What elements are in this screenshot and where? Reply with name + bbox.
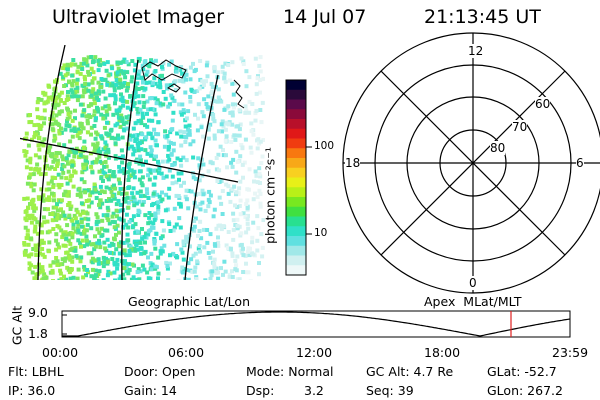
colorbar: [285, 79, 312, 276]
colorbar-cell: [286, 119, 306, 130]
colorbar-cell: [286, 177, 306, 188]
coastline: [167, 83, 181, 93]
status-mode: Mode: Normal: [246, 364, 334, 379]
date-label: 14 Jul 07: [283, 6, 367, 28]
status-door: Door: Open: [124, 364, 196, 379]
colorbar-cell: [286, 167, 306, 179]
time-label: 21:13:45 UT: [424, 6, 541, 28]
colorbar-cell: [286, 265, 306, 276]
status-gain: Gain: 14: [124, 383, 177, 398]
mlt-label-0: 0: [469, 276, 477, 290]
colorbar-cell: [286, 89, 306, 101]
colorbar-cell: [286, 138, 306, 149]
colorbar-cell: [286, 99, 306, 110]
longitude-line: [121, 59, 139, 280]
longitude-line: [184, 74, 219, 280]
colorbar-cell: [286, 109, 306, 120]
mlt-label-12: 12: [467, 44, 485, 58]
colorbar-cell: [286, 158, 306, 169]
status-seq: Seq: 39: [366, 383, 414, 398]
auroral-image: [20, 45, 265, 280]
status-filter: Flt: LBHL: [8, 364, 64, 379]
coastline: [141, 59, 187, 81]
status-glon: GLon: 267.2: [487, 383, 563, 398]
lat-label-80: 80: [490, 141, 506, 155]
status-dsp-value: 3.2: [304, 383, 324, 398]
timeline-plot: [61, 310, 571, 338]
colorbar-cell: [286, 187, 306, 198]
status-gc-alt: GC Alt: 4.7 Re: [366, 364, 454, 379]
lat-label-70: 70: [512, 120, 528, 134]
auroral-emission-pixels: [22, 55, 265, 280]
instrument-title: Ultraviolet Imager: [52, 6, 225, 28]
timeline-x-tick: 23:59: [552, 345, 589, 360]
mlt-label-6: 6: [576, 156, 584, 170]
colorbar-cell: [286, 255, 306, 266]
colorbar-cell: [286, 206, 306, 218]
colorbar-cell: [286, 236, 306, 247]
colorbar-cell: [286, 148, 306, 159]
timeline-y-tick: 9.0: [28, 305, 48, 320]
colorbar-tick-10: 10: [314, 227, 328, 239]
colorbar-cell: [286, 245, 306, 257]
colorbar-cell: [286, 197, 306, 208]
timeline-right-title: Apex MLat/MLT: [424, 294, 522, 309]
timeline-axis-label: GC Alt: [9, 305, 25, 346]
coastline: [233, 79, 245, 109]
timeline-x-tick: 00:00: [42, 345, 79, 360]
timeline-left-title: Geographic Lat/Lon: [128, 294, 250, 309]
latitude-line: [20, 137, 239, 183]
timeline-x-tick: 06:00: [168, 345, 205, 360]
mlt-label-18: 18: [345, 156, 361, 170]
colorbar-cell: [286, 216, 306, 227]
colorbar-tick-100: 100: [314, 140, 335, 152]
status-dsp-label: Dsp:: [246, 383, 275, 398]
lat-label-60: 60: [535, 97, 551, 111]
polar-mlt-plot: [342, 32, 600, 294]
timeline-y-tick: 1.8: [28, 326, 48, 341]
status-glat: GLat: -52.7: [487, 364, 557, 379]
status-ip: IP: 36.0: [8, 383, 56, 398]
colorbar-cell: [286, 226, 306, 237]
colorbar-cell: [286, 80, 306, 91]
timeline-x-tick: 18:00: [424, 345, 461, 360]
altitude-curve: [62, 311, 571, 337]
longitude-line: [37, 45, 66, 280]
colorbar-cell: [286, 128, 306, 140]
colorbar-unit-label: photon cm⁻²s⁻¹: [262, 147, 278, 244]
timeline-x-tick: 12:00: [296, 345, 333, 360]
